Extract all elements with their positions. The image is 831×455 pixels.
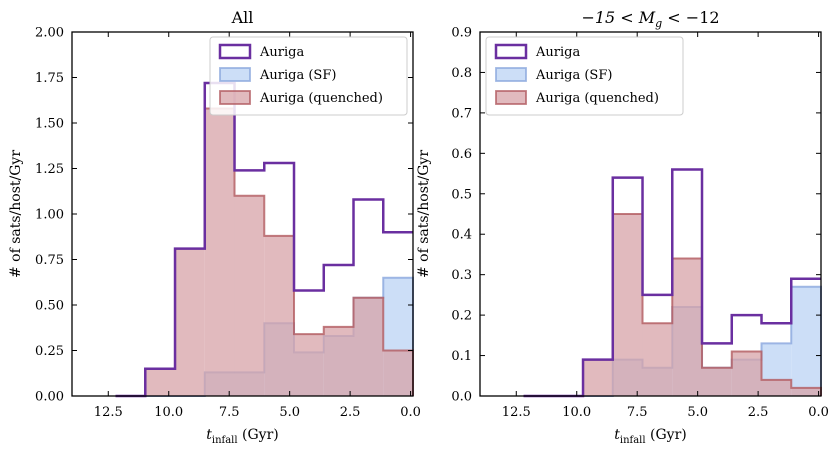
hist-bar <box>642 323 673 396</box>
hist-bar <box>612 214 643 396</box>
x-tick-label: 2.5 <box>748 405 769 420</box>
y-tick-label: 2.00 <box>35 26 64 41</box>
y-tick-label: 0.5 <box>451 187 472 202</box>
series-auriga <box>523 168 821 398</box>
hist-bar <box>175 248 205 396</box>
legend: Auriga Auriga (SF) Auriga (quenched) <box>209 36 408 116</box>
y-tick-label: 1.50 <box>35 117 64 132</box>
y-tick-label: 0.2 <box>451 309 472 324</box>
y-tick-label: 0.0 <box>451 390 472 405</box>
hist-bar <box>204 108 235 396</box>
hist-step-line <box>115 81 413 398</box>
y-tick-label: 1.75 <box>35 71 64 86</box>
hist-bar <box>294 334 324 396</box>
x-tick-label: 2.5 <box>340 405 361 420</box>
hist-step-line <box>523 168 821 398</box>
legend-label: Auriga (quenched) <box>535 91 659 106</box>
y-axis-label: # of sats/host/Gyr <box>416 150 432 278</box>
y-tick-label: 1.25 <box>35 162 64 177</box>
hist-bar <box>323 326 354 396</box>
y-tick-label: 0.3 <box>451 268 472 283</box>
legend-swatch <box>495 67 527 82</box>
y-tick-label: 0.25 <box>35 344 64 359</box>
y-tick-label: 0.8 <box>451 66 472 81</box>
x-tick-label: 10.0 <box>562 405 591 420</box>
hist-bar <box>234 195 265 396</box>
legend-swatch <box>219 90 251 105</box>
y-axis-label: # of sats/host/Gyr <box>8 150 24 278</box>
series-auriga-quenched <box>115 107 414 397</box>
legend-label: Auriga <box>259 45 304 60</box>
x-tick-label: 5.0 <box>279 405 300 420</box>
legend-swatch <box>218 43 252 60</box>
x-tick-label: 7.5 <box>627 405 648 420</box>
hist-bar <box>791 286 821 396</box>
axes-frame <box>479 31 822 397</box>
x-tick-label: 12.5 <box>502 405 531 420</box>
x-axis-label: tinfall (Gyr) <box>206 427 279 446</box>
x-axis-label: tinfall (Gyr) <box>614 427 687 446</box>
x-tick-label: 7.5 <box>219 405 240 420</box>
y-tick-label: 0.00 <box>35 390 64 405</box>
hist-bar <box>702 367 732 396</box>
y-tick-label: 1.00 <box>35 208 64 223</box>
legend-box <box>209 36 408 116</box>
legend-swatch <box>219 67 251 82</box>
legend-box <box>485 36 684 116</box>
x-tick-label: 0.0 <box>400 405 421 420</box>
panel-all: 12.5 10.0 7.5 5.0 2.5 0.0 0.00 0.25 0.50 0.75 1.00… <box>8 8 421 446</box>
y-tick-label: 0.75 <box>35 253 64 268</box>
x-tick-label: 5.0 <box>687 405 708 420</box>
legend-label: Auriga (SF) <box>535 68 612 83</box>
hist-bar <box>761 379 792 396</box>
y-tick-label: 0.6 <box>451 147 472 162</box>
y-tick-label: 0.4 <box>451 228 472 243</box>
legend: Auriga Auriga (SF) Auriga (quenched) <box>485 36 684 116</box>
series-auriga <box>115 81 413 398</box>
chart-title: All <box>231 8 254 27</box>
hist-bar <box>791 387 821 396</box>
y-tick-label: 0.9 <box>451 26 472 41</box>
hist-bar <box>731 351 762 396</box>
panel-magnitude-cut: 12.5 10.0 7.5 5.0 2.5 0.0 0.0 0.1 0.2 0.3 0.4 0.5 0.… <box>416 8 829 446</box>
y-tick-label: 0.1 <box>451 349 472 364</box>
hist-bar <box>672 258 703 396</box>
x-tick-label: 12.5 <box>94 405 123 420</box>
series-auriga-quenched <box>523 213 822 397</box>
y-tick-label: 0.50 <box>35 299 64 314</box>
legend-label: Auriga <box>535 45 580 60</box>
hist-bar <box>264 235 295 396</box>
hist-bar <box>383 350 413 396</box>
hist-bar <box>583 359 613 396</box>
hist-bar <box>353 297 384 396</box>
legend-label: Auriga (quenched) <box>259 91 383 106</box>
legend-swatch <box>494 43 528 60</box>
chart-title: −15 < Mg < −12 <box>581 8 719 30</box>
hist-bar <box>145 368 176 396</box>
x-tick-label: 10.0 <box>154 405 183 420</box>
y-tick-label: 0.7 <box>451 106 472 121</box>
x-tick-label: 0.0 <box>808 405 829 420</box>
legend-label: Auriga (SF) <box>259 68 336 83</box>
legend-swatch <box>495 90 527 105</box>
